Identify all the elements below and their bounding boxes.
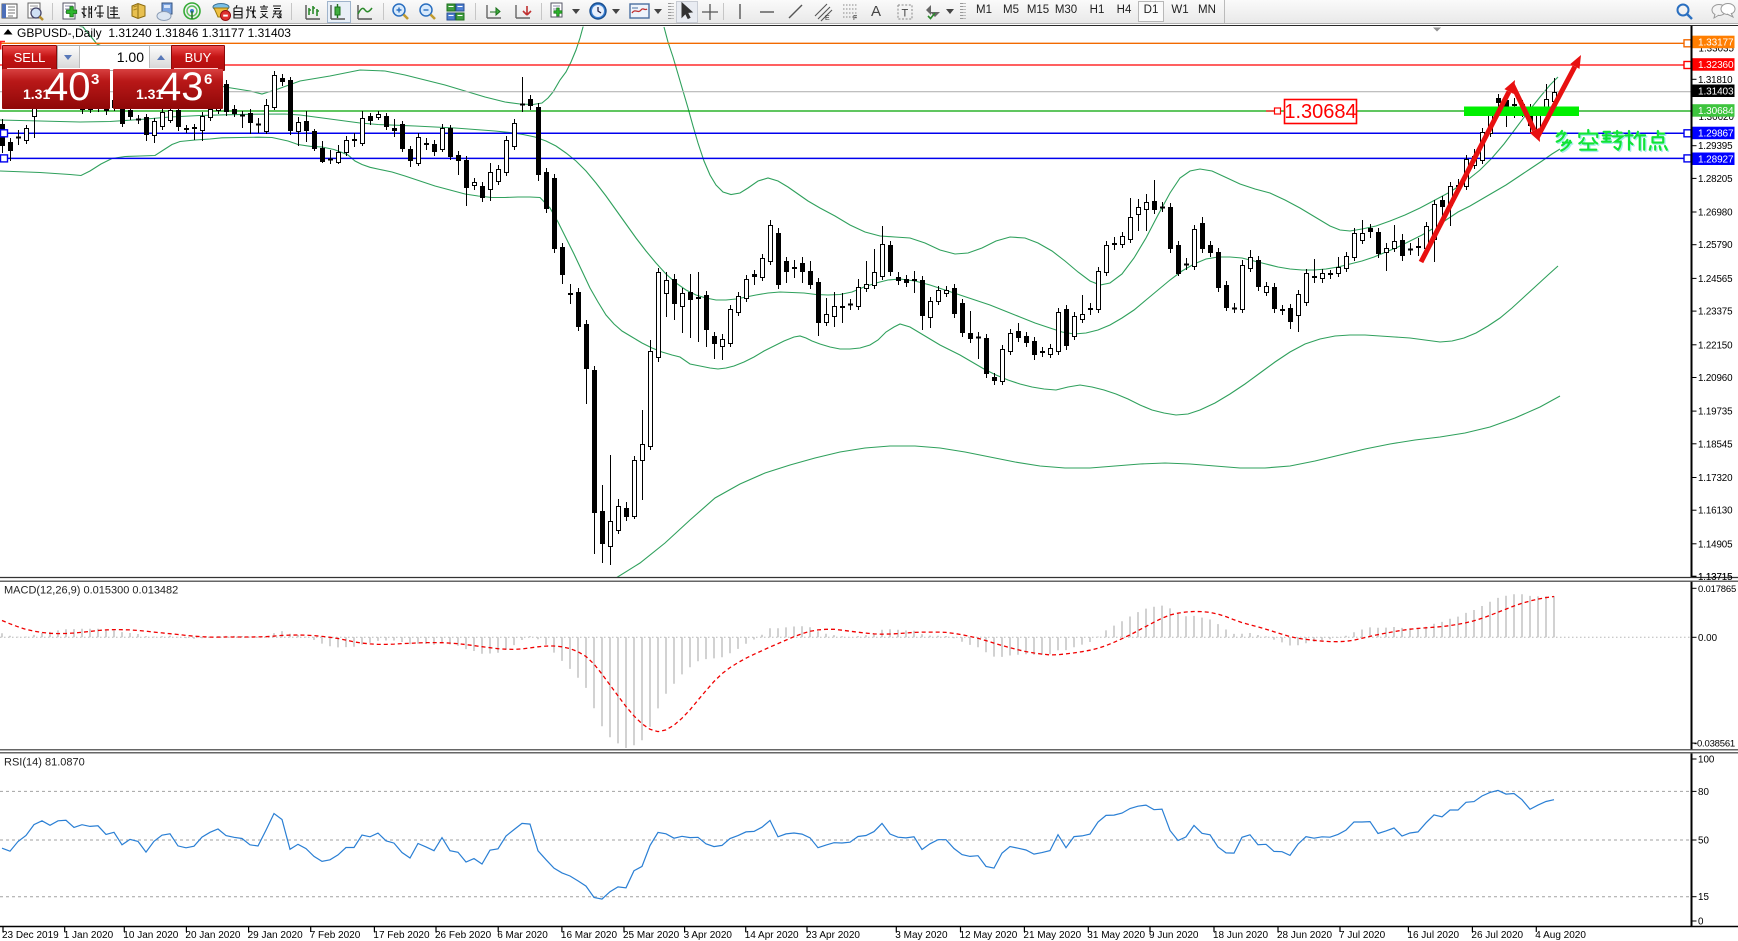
svg-text:1.16130: 1.16130 (1698, 506, 1733, 517)
svg-text:1 Jan 2020: 1 Jan 2020 (64, 930, 114, 941)
svg-text:6 Mar 2020: 6 Mar 2020 (497, 930, 548, 941)
svg-text:RSI(14) 81.0870: RSI(14) 81.0870 (4, 757, 85, 769)
svg-text:31 May 2020: 31 May 2020 (1087, 930, 1145, 941)
svg-text:1.23375: 1.23375 (1698, 307, 1733, 318)
svg-text:0: 0 (1698, 917, 1704, 928)
svg-text:16 Jul 2020: 16 Jul 2020 (1407, 930, 1459, 941)
svg-text:100: 100 (1698, 755, 1715, 766)
svg-text:26 Feb 2020: 26 Feb 2020 (435, 930, 492, 941)
svg-text:18 Jun 2020: 18 Jun 2020 (1213, 930, 1268, 941)
svg-text:0.017865: 0.017865 (1698, 584, 1736, 595)
svg-text:1.28205: 1.28205 (1698, 174, 1733, 185)
svg-text:1.31810: 1.31810 (1698, 75, 1733, 86)
svg-text:7 Feb 2020: 7 Feb 2020 (310, 930, 361, 941)
svg-text:9 Jun 2020: 9 Jun 2020 (1149, 930, 1199, 941)
svg-text:26 Jul 2020: 26 Jul 2020 (1471, 930, 1523, 941)
svg-text:1.20960: 1.20960 (1698, 373, 1733, 384)
svg-text:1.29867: 1.29867 (1698, 129, 1734, 140)
svg-text:1.30684: 1.30684 (1698, 106, 1734, 117)
svg-text:1.26980: 1.26980 (1698, 208, 1733, 219)
svg-text:21 May 2020: 21 May 2020 (1023, 930, 1081, 941)
svg-text:GBPUSD-,Daily 1.31240 1.31846: GBPUSD-,Daily 1.31240 1.31846 1.31177 1.… (17, 26, 291, 40)
svg-text:16 Mar 2020: 16 Mar 2020 (561, 930, 618, 941)
svg-text:20 Jan 2020: 20 Jan 2020 (185, 930, 240, 941)
svg-text:1.31403: 1.31403 (1698, 86, 1734, 97)
svg-text:10 Jan 2020: 10 Jan 2020 (123, 930, 178, 941)
svg-text:1.28927: 1.28927 (1698, 154, 1734, 165)
svg-text:1.32360: 1.32360 (1698, 60, 1734, 71)
svg-text:-0.038561: -0.038561 (1694, 739, 1735, 750)
svg-text:7 Jul 2020: 7 Jul 2020 (1339, 930, 1386, 941)
svg-text:1.24565: 1.24565 (1698, 274, 1733, 285)
svg-text:E: E (825, 15, 830, 22)
svg-text:29 Jan 2020: 29 Jan 2020 (248, 930, 303, 941)
svg-text:1.25790: 1.25790 (1698, 240, 1733, 251)
svg-text:T: T (902, 8, 909, 20)
svg-text:80: 80 (1698, 787, 1709, 798)
svg-text:3 May 2020: 3 May 2020 (895, 930, 948, 941)
svg-text:1.33177: 1.33177 (1698, 38, 1734, 49)
svg-text:1.30620: 1.30620 (1699, 112, 1735, 123)
svg-text:F: F (853, 15, 857, 22)
svg-text:50: 50 (1698, 836, 1709, 847)
svg-text:12 May 2020: 12 May 2020 (960, 930, 1018, 941)
svg-text:17 Feb 2020: 17 Feb 2020 (373, 930, 430, 941)
svg-text:23 Apr 2020: 23 Apr 2020 (806, 930, 860, 941)
svg-text:1.18545: 1.18545 (1698, 439, 1733, 450)
svg-text:MACD(12,26,9) 0.015300 0.01348: MACD(12,26,9) 0.015300 0.013482 (4, 585, 178, 597)
svg-text:23 Dec 2019: 23 Dec 2019 (2, 930, 59, 941)
svg-text:3 Apr 2020: 3 Apr 2020 (684, 930, 733, 941)
svg-text:25 Mar 2020: 25 Mar 2020 (623, 930, 680, 941)
svg-text:1.14905: 1.14905 (1698, 539, 1733, 550)
svg-text:1.22150: 1.22150 (1698, 340, 1733, 351)
svg-text:1.30684: 1.30684 (1284, 101, 1356, 123)
svg-text:28 Jun 2020: 28 Jun 2020 (1277, 930, 1332, 941)
svg-text:14 Apr 2020: 14 Apr 2020 (745, 930, 799, 941)
svg-text:1.29395: 1.29395 (1698, 141, 1733, 152)
svg-text:4 Aug 2020: 4 Aug 2020 (1535, 930, 1586, 941)
svg-text:1.19735: 1.19735 (1698, 407, 1733, 418)
svg-text:15: 15 (1698, 892, 1709, 903)
svg-text:1.17320: 1.17320 (1698, 473, 1733, 484)
svg-text:0.00: 0.00 (1698, 633, 1718, 644)
svg-text:1.33035: 1.33035 (1699, 44, 1735, 55)
svg-text:1.13715: 1.13715 (1698, 572, 1733, 583)
